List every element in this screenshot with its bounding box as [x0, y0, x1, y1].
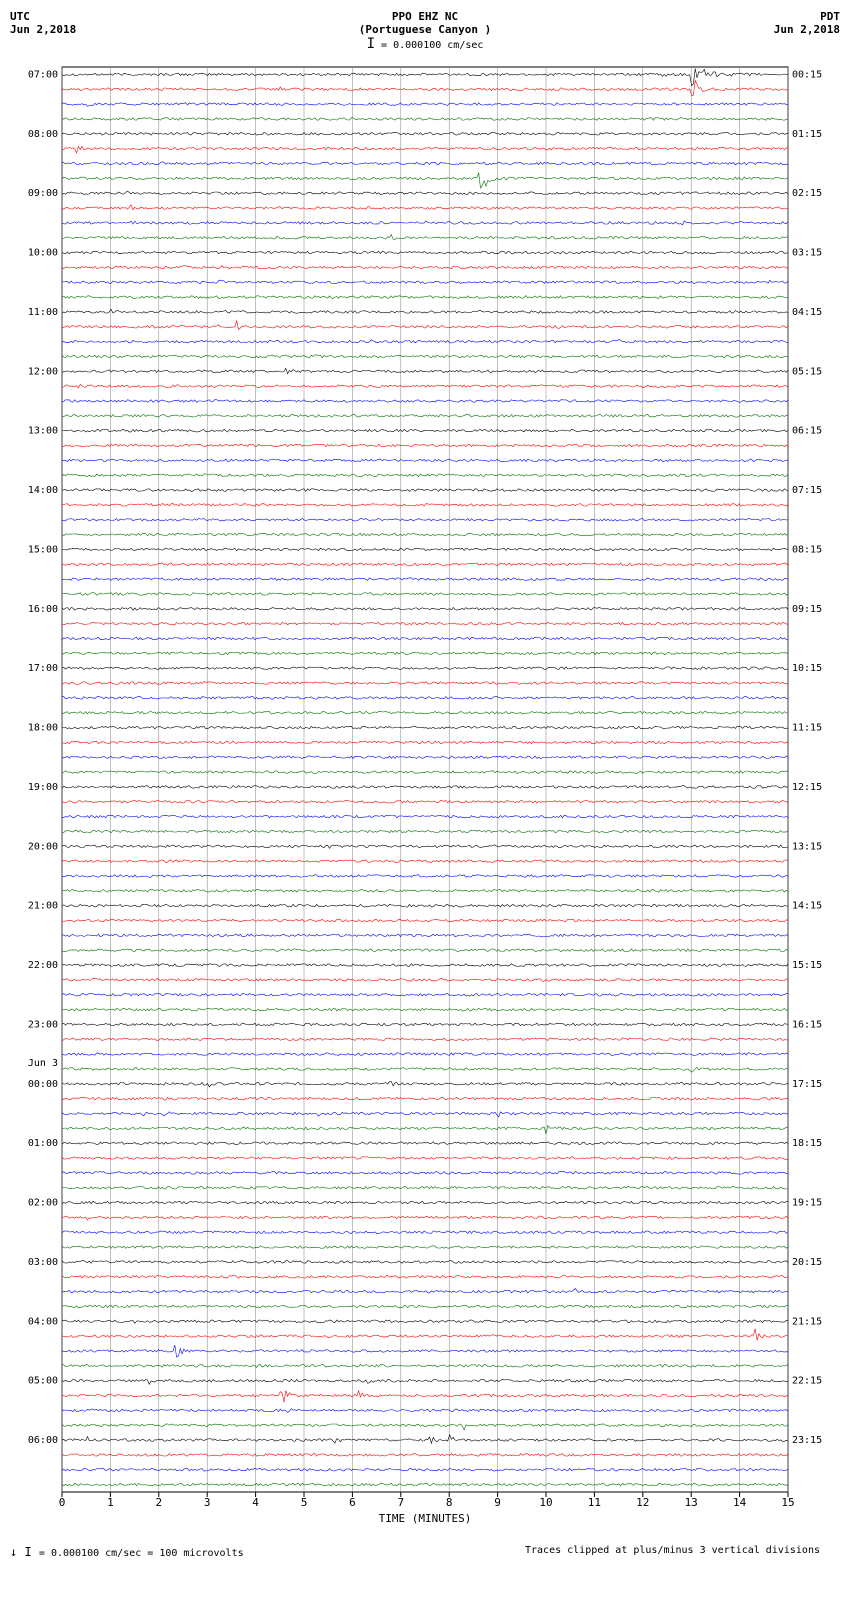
svg-text:04:00: 04:00 [28, 1316, 58, 1327]
svg-text:09:15: 09:15 [792, 604, 822, 615]
footer-clip-note: Traces clipped at plus/minus 3 vertical … [525, 1545, 820, 1556]
svg-text:04:15: 04:15 [792, 307, 822, 318]
svg-text:00:00: 00:00 [28, 1079, 58, 1090]
svg-text:13: 13 [685, 1496, 698, 1509]
svg-text:20:15: 20:15 [792, 1257, 822, 1268]
svg-text:06:00: 06:00 [28, 1435, 58, 1446]
svg-text:7: 7 [397, 1496, 404, 1509]
svg-text:Jun 3: Jun 3 [28, 1058, 58, 1069]
svg-text:17:00: 17:00 [28, 663, 58, 674]
svg-text:10:00: 10:00 [28, 248, 58, 259]
pdt-date-label: Jun 2,2018 [774, 23, 840, 36]
svg-text:08:15: 08:15 [792, 544, 822, 555]
svg-text:23:00: 23:00 [28, 1019, 58, 1030]
pdt-tz-label: PDT [774, 10, 840, 23]
svg-text:21:15: 21:15 [792, 1316, 822, 1327]
station-title: PPO EHZ NC [10, 10, 840, 23]
svg-text:22:00: 22:00 [28, 960, 58, 971]
svg-text:11:00: 11:00 [28, 307, 58, 318]
svg-text:21:00: 21:00 [28, 901, 58, 912]
svg-text:19:15: 19:15 [792, 1198, 822, 1209]
seismogram-plot: 0123456789101112131415TIME (MINUTES)07:0… [10, 57, 840, 1537]
svg-text:TIME (MINUTES): TIME (MINUTES) [379, 1512, 472, 1525]
svg-text:03:00: 03:00 [28, 1257, 58, 1268]
svg-text:15: 15 [781, 1496, 794, 1509]
seismogram-svg: 0123456789101112131415TIME (MINUTES)07:0… [10, 57, 840, 1537]
svg-text:18:00: 18:00 [28, 723, 58, 734]
svg-text:07:15: 07:15 [792, 485, 822, 496]
header-right: PDT Jun 2,2018 [774, 10, 840, 36]
station-location: (Portuguese Canyon ) [10, 23, 840, 36]
scale-left-icon: ↓ I [10, 1545, 39, 1559]
svg-text:1: 1 [107, 1496, 114, 1509]
svg-text:5: 5 [301, 1496, 308, 1509]
svg-text:15:00: 15:00 [28, 544, 58, 555]
svg-text:11: 11 [588, 1496, 601, 1509]
svg-text:12: 12 [636, 1496, 649, 1509]
svg-text:15:15: 15:15 [792, 960, 822, 971]
svg-text:10: 10 [539, 1496, 552, 1509]
svg-text:09:00: 09:00 [28, 188, 58, 199]
svg-text:10:15: 10:15 [792, 663, 822, 674]
svg-text:2: 2 [155, 1496, 162, 1509]
utc-date-label: Jun 2,2018 [10, 23, 76, 36]
svg-text:3: 3 [204, 1496, 211, 1509]
svg-text:08:00: 08:00 [28, 129, 58, 140]
svg-text:14: 14 [733, 1496, 747, 1509]
svg-text:14:00: 14:00 [28, 485, 58, 496]
svg-text:16:00: 16:00 [28, 604, 58, 615]
svg-text:0: 0 [59, 1496, 66, 1509]
svg-text:16:15: 16:15 [792, 1019, 822, 1030]
svg-text:02:15: 02:15 [792, 188, 822, 199]
svg-text:20:00: 20:00 [28, 841, 58, 852]
svg-text:4: 4 [252, 1496, 259, 1509]
svg-text:19:00: 19:00 [28, 782, 58, 793]
svg-text:22:15: 22:15 [792, 1376, 822, 1387]
footer: ↓ I = 0.000100 cm/sec = 100 microvolts T… [10, 1545, 840, 1559]
svg-text:03:15: 03:15 [792, 248, 822, 259]
svg-text:13:00: 13:00 [28, 426, 58, 437]
svg-text:8: 8 [446, 1496, 453, 1509]
svg-text:18:15: 18:15 [792, 1138, 822, 1149]
svg-text:14:15: 14:15 [792, 901, 822, 912]
svg-text:05:15: 05:15 [792, 366, 822, 377]
svg-text:13:15: 13:15 [792, 841, 822, 852]
svg-text:11:15: 11:15 [792, 723, 822, 734]
svg-text:01:00: 01:00 [28, 1138, 58, 1149]
svg-text:00:15: 00:15 [792, 69, 822, 80]
svg-text:05:00: 05:00 [28, 1376, 58, 1387]
svg-text:07:00: 07:00 [28, 69, 58, 80]
scale-reference: I = 0.000100 cm/sec [10, 36, 840, 52]
svg-text:12:00: 12:00 [28, 366, 58, 377]
svg-text:17:15: 17:15 [792, 1079, 822, 1090]
svg-text:06:15: 06:15 [792, 426, 822, 437]
svg-text:02:00: 02:00 [28, 1198, 58, 1209]
svg-text:9: 9 [494, 1496, 501, 1509]
footer-scale-left: = 0.000100 cm/sec = 100 microvolts [39, 1548, 244, 1559]
header: UTC Jun 2,2018 PDT Jun 2,2018 PPO EHZ NC… [10, 10, 840, 52]
svg-text:01:15: 01:15 [792, 129, 822, 140]
svg-text:23:15: 23:15 [792, 1435, 822, 1446]
utc-tz-label: UTC [10, 10, 76, 23]
svg-text:12:15: 12:15 [792, 782, 822, 793]
header-left: UTC Jun 2,2018 [10, 10, 76, 36]
svg-text:6: 6 [349, 1496, 356, 1509]
